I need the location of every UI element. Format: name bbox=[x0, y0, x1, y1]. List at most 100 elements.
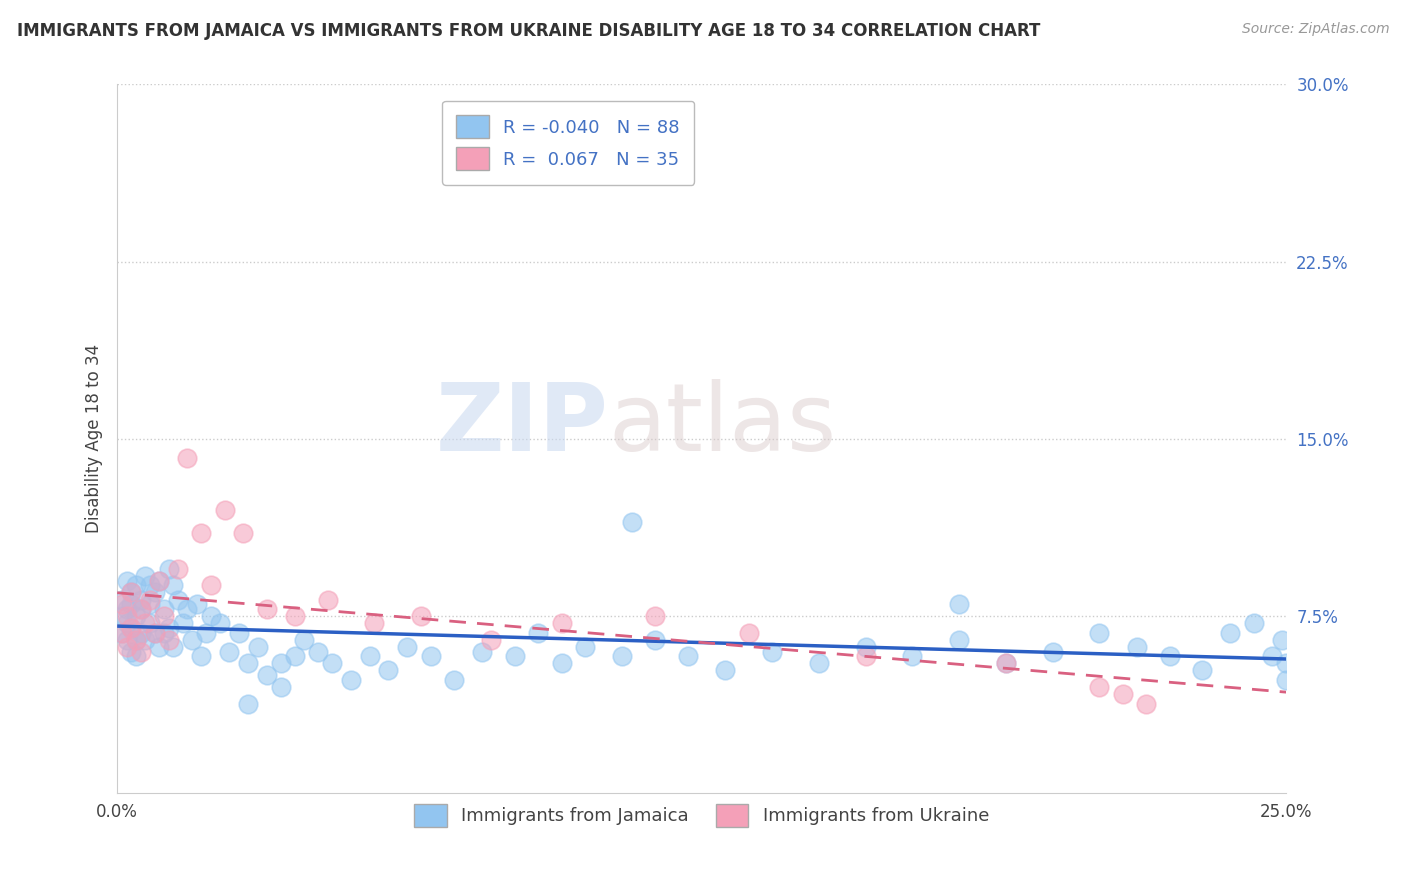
Point bbox=[125, 578, 148, 592]
Point bbox=[181, 632, 204, 647]
Point bbox=[737, 625, 759, 640]
Point bbox=[134, 632, 156, 647]
Point bbox=[1271, 632, 1294, 647]
Point bbox=[167, 562, 190, 576]
Point bbox=[644, 632, 666, 647]
Point bbox=[1088, 680, 1111, 694]
Point bbox=[139, 616, 162, 631]
Point bbox=[148, 640, 170, 654]
Point bbox=[1159, 649, 1181, 664]
Point bbox=[111, 597, 134, 611]
Point bbox=[148, 574, 170, 588]
Point bbox=[527, 625, 550, 640]
Point bbox=[176, 450, 198, 465]
Point bbox=[855, 640, 877, 654]
Text: ZIP: ZIP bbox=[436, 379, 609, 471]
Point bbox=[1275, 673, 1298, 687]
Point bbox=[115, 640, 138, 654]
Point bbox=[125, 632, 148, 647]
Point bbox=[111, 625, 134, 640]
Point bbox=[115, 609, 138, 624]
Point bbox=[1088, 625, 1111, 640]
Point bbox=[994, 657, 1017, 671]
Point bbox=[948, 597, 970, 611]
Point bbox=[120, 644, 142, 658]
Point bbox=[396, 640, 419, 654]
Text: Source: ZipAtlas.com: Source: ZipAtlas.com bbox=[1241, 22, 1389, 37]
Point bbox=[855, 649, 877, 664]
Y-axis label: Disability Age 18 to 34: Disability Age 18 to 34 bbox=[86, 344, 103, 533]
Point bbox=[209, 616, 232, 631]
Point bbox=[1126, 640, 1149, 654]
Point bbox=[644, 609, 666, 624]
Text: atlas: atlas bbox=[609, 379, 837, 471]
Point bbox=[256, 602, 278, 616]
Point bbox=[120, 585, 142, 599]
Point bbox=[143, 625, 166, 640]
Point bbox=[550, 657, 572, 671]
Point bbox=[620, 515, 643, 529]
Point bbox=[270, 680, 292, 694]
Point bbox=[236, 657, 259, 671]
Point bbox=[129, 644, 152, 658]
Point bbox=[162, 640, 184, 654]
Point bbox=[471, 644, 494, 658]
Point bbox=[321, 657, 343, 671]
Point bbox=[139, 592, 162, 607]
Point bbox=[901, 649, 924, 664]
Point bbox=[115, 574, 138, 588]
Point bbox=[1261, 649, 1284, 664]
Point bbox=[232, 526, 254, 541]
Point bbox=[1275, 657, 1298, 671]
Point bbox=[125, 649, 148, 664]
Point bbox=[190, 526, 212, 541]
Point bbox=[153, 609, 176, 624]
Point bbox=[167, 592, 190, 607]
Point bbox=[134, 569, 156, 583]
Point bbox=[377, 664, 399, 678]
Point bbox=[120, 585, 142, 599]
Point bbox=[443, 673, 465, 687]
Point bbox=[1219, 625, 1241, 640]
Point bbox=[172, 616, 194, 631]
Point bbox=[1112, 687, 1135, 701]
Point bbox=[218, 644, 240, 658]
Point bbox=[359, 649, 381, 664]
Point bbox=[129, 602, 152, 616]
Point bbox=[120, 621, 142, 635]
Point bbox=[153, 625, 176, 640]
Point bbox=[200, 609, 222, 624]
Point bbox=[125, 609, 148, 624]
Point bbox=[676, 649, 699, 664]
Point bbox=[411, 609, 433, 624]
Point bbox=[246, 640, 269, 654]
Point bbox=[139, 578, 162, 592]
Point bbox=[307, 644, 329, 658]
Legend: Immigrants from Jamaica, Immigrants from Ukraine: Immigrants from Jamaica, Immigrants from… bbox=[408, 797, 997, 834]
Point bbox=[714, 664, 737, 678]
Point bbox=[120, 621, 142, 635]
Point bbox=[1243, 616, 1265, 631]
Point bbox=[419, 649, 441, 664]
Point bbox=[270, 657, 292, 671]
Point bbox=[190, 649, 212, 664]
Point bbox=[1135, 697, 1157, 711]
Point bbox=[157, 621, 180, 635]
Point bbox=[994, 657, 1017, 671]
Point bbox=[125, 632, 148, 647]
Point bbox=[195, 625, 218, 640]
Point bbox=[186, 597, 208, 611]
Point bbox=[807, 657, 830, 671]
Point bbox=[284, 649, 307, 664]
Point bbox=[214, 503, 236, 517]
Point bbox=[143, 585, 166, 599]
Point bbox=[228, 625, 250, 640]
Point bbox=[115, 616, 138, 631]
Point bbox=[134, 616, 156, 631]
Point bbox=[143, 625, 166, 640]
Point bbox=[284, 609, 307, 624]
Point bbox=[292, 632, 315, 647]
Point bbox=[111, 609, 134, 624]
Point bbox=[256, 668, 278, 682]
Point bbox=[1191, 664, 1213, 678]
